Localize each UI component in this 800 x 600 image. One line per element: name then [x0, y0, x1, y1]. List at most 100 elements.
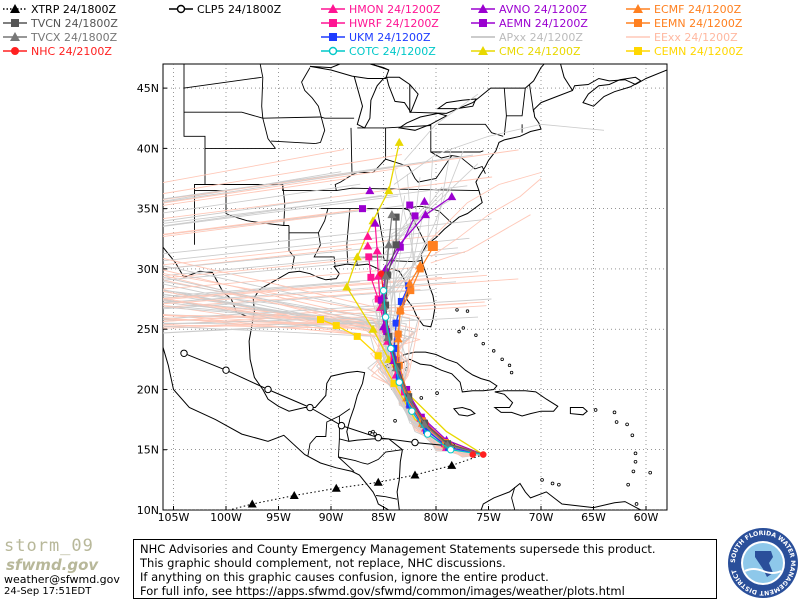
track-marker — [394, 330, 402, 338]
lat-label: 25N — [137, 323, 159, 336]
lon-label: 65W — [581, 511, 606, 524]
triangle-marker-icon — [3, 32, 27, 41]
track-marker — [411, 212, 419, 220]
track-marker — [377, 296, 385, 304]
legend-label: AVNO 24/1200Z — [499, 2, 587, 16]
track-marker — [447, 446, 455, 454]
legend-label: CEMN 24/1200Z — [654, 44, 744, 58]
track-marker — [379, 286, 388, 295]
track-marker — [406, 201, 414, 209]
track-marker — [394, 137, 404, 146]
track-marker — [384, 186, 394, 195]
issue-datetime: 24-Sep 17:51EDT — [4, 586, 92, 597]
track-marker — [317, 316, 324, 324]
lon-label: 70W — [529, 511, 554, 524]
square-marker-icon — [626, 19, 650, 27]
disclaimer-line: For full info, see https://apps.sfwmd.go… — [140, 584, 625, 598]
track-line — [430, 178, 542, 258]
storm-label: storm_09 — [4, 536, 94, 556]
lat-label: 10N — [137, 504, 159, 517]
legend-label: APxx 24/1200Z — [499, 30, 583, 44]
lon-label: 100W — [210, 511, 242, 524]
track-marker — [395, 373, 403, 381]
legend-label: CLP5 24/1800Z — [197, 2, 282, 16]
legend-entry: EExx 24/1200Z — [625, 30, 738, 44]
legend-entry: HWRF 24/1200Z — [320, 16, 439, 30]
track-marker — [353, 332, 361, 340]
square-marker-icon — [471, 19, 495, 27]
track-marker — [447, 192, 457, 201]
square-marker-icon — [3, 19, 27, 27]
track-marker — [419, 196, 429, 205]
track-marker — [381, 313, 390, 321]
track-marker — [306, 403, 314, 412]
track-marker — [372, 246, 382, 255]
open-circle-marker-icon — [321, 46, 345, 56]
track-marker — [396, 243, 404, 251]
legend-label: NHC 24/2100Z — [31, 44, 112, 58]
lon-label: 95W — [266, 511, 291, 524]
track-marker — [405, 278, 415, 287]
legend-label: TVCX 24/1800Z — [31, 30, 118, 44]
legend-entry: APxx 24/1200Z — [470, 30, 583, 44]
track-marker — [379, 301, 388, 310]
lon-label: 90W — [319, 511, 344, 524]
track-marker — [264, 385, 272, 394]
track-marker — [411, 438, 419, 447]
square-marker-icon — [626, 47, 650, 55]
legend-label: AEMN 24/1200Z — [499, 16, 588, 30]
track-marker — [367, 273, 375, 281]
legend-label: COTC 24/1200Z — [349, 44, 436, 58]
legend-label: TVCN 24/1800Z — [31, 16, 118, 30]
line-marker-icon — [471, 36, 495, 38]
track-marker — [373, 477, 383, 486]
sfwmd-logo-text: sfwmd.gov — [6, 556, 99, 574]
track-marker — [396, 307, 404, 315]
axis-labels: 105W 100W 95W 90W 85W 80W 75W 70W 65W 60W 45N 40N 35… — [137, 82, 659, 524]
track-marker — [410, 470, 420, 479]
sfwmd-seal-logo: SOUTH FLORIDA WATER MANAGEMENT DISTRICT — [728, 528, 798, 598]
legend-entry: TVCN 24/1800Z — [2, 16, 118, 30]
legend-label: UKM 24/1200Z — [349, 30, 431, 44]
track-marker — [363, 241, 373, 250]
track-marker — [365, 186, 375, 195]
track-marker — [222, 366, 230, 374]
disclaimer-line: NHC Advisories and County Emergency Mana… — [140, 542, 656, 556]
lon-label: 85W — [371, 511, 396, 524]
track-marker — [384, 240, 394, 249]
legend-entry: XTRP 24/1800Z — [2, 2, 116, 16]
track-marker — [421, 210, 430, 219]
legend-entry: COTC 24/1200Z — [320, 44, 436, 58]
lon-label: 75W — [476, 511, 501, 524]
legend-entry: EEMN 24/1200Z — [625, 16, 742, 30]
track-marker — [368, 324, 378, 333]
legend-entry: UKM 24/1200Z — [320, 30, 431, 44]
track-marker — [352, 252, 362, 261]
track-marker — [416, 265, 424, 273]
track-marker — [423, 430, 432, 438]
legend-entry: CEMN 24/1200Z — [625, 44, 743, 58]
track-map: 105W 100W 95W 90W 85W 80W 75W 70W 65W 60W 45N 40N 35… — [0, 60, 800, 530]
track-marker — [359, 205, 366, 213]
track-marker — [332, 322, 340, 330]
legend-label: EEMN 24/1200Z — [654, 16, 743, 30]
track-marker — [397, 297, 405, 305]
disclaimer-line: This graphic should complement, not repl… — [140, 556, 506, 570]
square-marker-icon — [321, 19, 345, 27]
track-line — [425, 172, 542, 246]
triangle-marker-icon — [321, 4, 345, 13]
track-marker — [289, 491, 299, 500]
square-marker-icon — [321, 33, 345, 41]
track-marker — [370, 218, 380, 227]
track-marker — [378, 270, 385, 278]
track-line — [430, 214, 531, 264]
track-line — [382, 290, 484, 456]
track-marker — [363, 231, 373, 240]
track-marker — [383, 333, 393, 342]
track-marker — [384, 271, 392, 279]
lat-label: 35N — [137, 203, 159, 216]
lat-label: 30N — [137, 263, 159, 276]
track-marker — [469, 451, 477, 458]
legend-entry: CLP5 24/1800Z — [168, 2, 281, 16]
legend-entry: AEMN 24/1200Z — [470, 16, 588, 30]
